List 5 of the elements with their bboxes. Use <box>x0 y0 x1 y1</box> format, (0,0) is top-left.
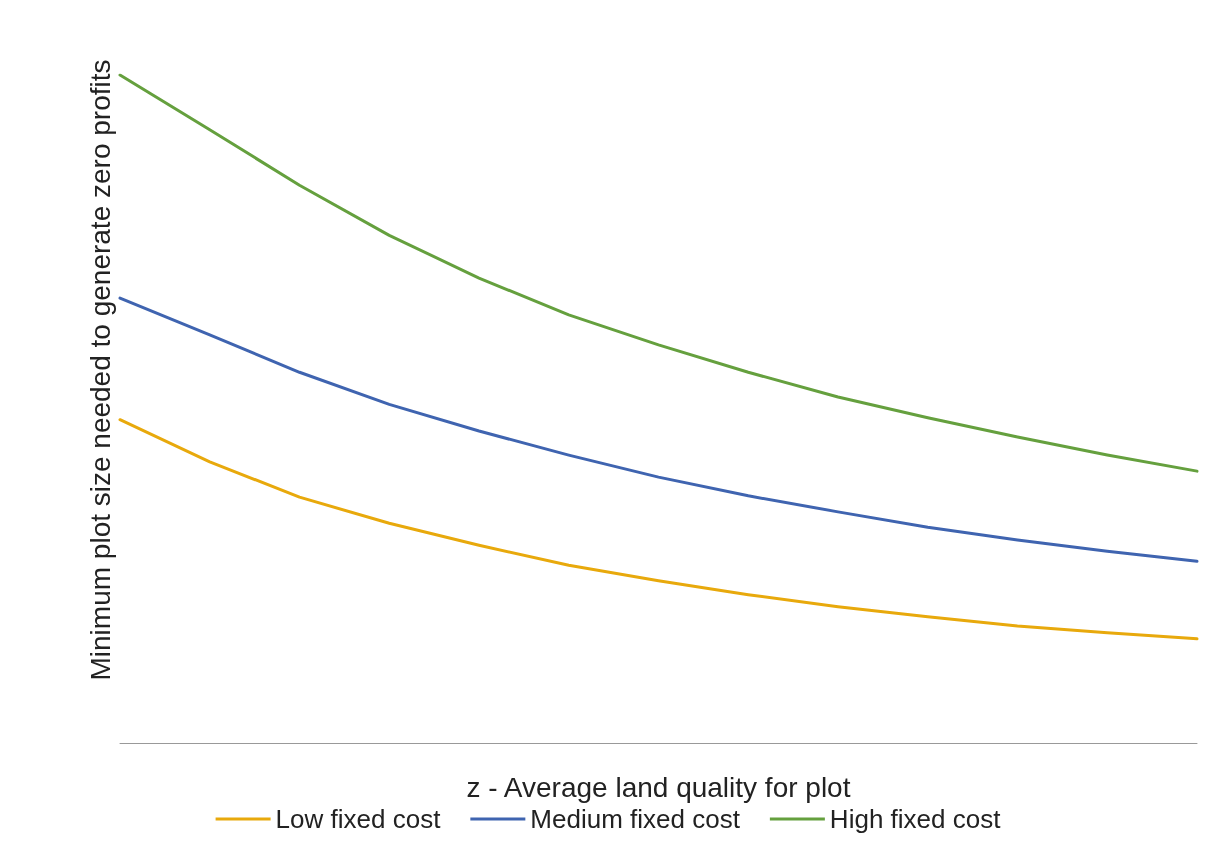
x-axis-title: z - Average land quality for plot <box>466 771 851 803</box>
legend-label: Medium fixed cost <box>530 804 741 834</box>
legend-label: High fixed cost <box>829 804 1002 834</box>
y-axis-title: Minimum plot size needed to generate zero profits <box>84 59 116 681</box>
legend-label: Low fixed cost <box>275 804 442 834</box>
